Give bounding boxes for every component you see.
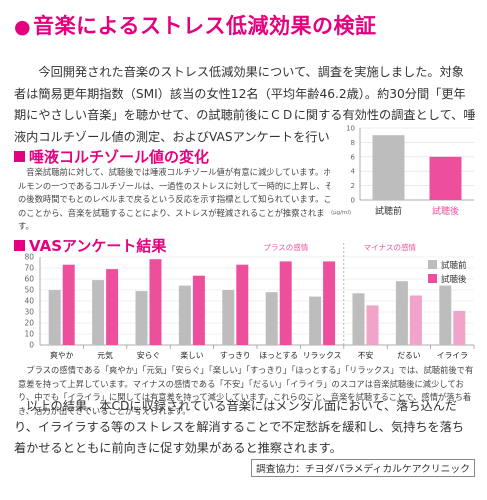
title-bullet: ● xyxy=(14,16,32,38)
vas-x-label: 爽やか xyxy=(50,351,74,360)
vas-y-tick-label: 20 xyxy=(24,319,34,328)
cortisol-unit-label: (μg/ml) xyxy=(331,210,351,216)
cortisol-y-tick-label: 6 xyxy=(351,153,356,161)
vas-bar-before xyxy=(309,296,322,345)
vas-y-tick-label: 70 xyxy=(24,264,34,273)
vas-bar-before xyxy=(92,280,105,345)
cortisol-y-tick-label: 4 xyxy=(351,168,356,176)
vas-chart: 0 10 20 30 40 50 60 70 80 爽やか 元気 安らぐ 楽しい すっきり ほっとする リラッ… xyxy=(24,242,475,360)
credit-box: 調査協力：チヨダパラメディカルケアクリニック xyxy=(250,459,475,477)
vas-x-label: だるい xyxy=(397,351,421,360)
vas-bar-before xyxy=(178,285,191,345)
page-title: ●音楽によるストレス低減効果の検証 xyxy=(14,10,376,40)
vas-bar-after xyxy=(149,259,162,345)
cortisol-bar-before xyxy=(372,135,405,200)
vas-x-label: すっきり xyxy=(220,351,251,360)
vas-x-label: 楽しい xyxy=(180,350,204,360)
vas-x-label: 不安 xyxy=(358,350,374,360)
vas-bar-after xyxy=(236,264,249,345)
vas-y-tick-label: 40 xyxy=(24,297,34,306)
vas-bar-before xyxy=(135,291,148,345)
vas-y-tick-label: 30 xyxy=(24,308,34,317)
vas-bar-before xyxy=(48,290,61,345)
vas-bar-after xyxy=(323,261,336,345)
vas-x-label: 元気 xyxy=(97,350,113,360)
vas-x-label: ほっとする xyxy=(259,351,298,360)
vas-bar-after xyxy=(366,305,379,345)
section-square-icon xyxy=(14,240,25,251)
section-square-icon xyxy=(14,151,25,162)
vas-x-label: リラックス xyxy=(303,351,342,360)
cortisol-x-label: 試聴前 xyxy=(375,205,402,217)
title-text: 音楽によるストレス低減効果の検証 xyxy=(33,14,377,38)
conclusion-paragraph: 以上の結果、本CDに収録されている音楽にはメンタル面において、落ち込んだり、イラ… xyxy=(14,399,465,455)
positive-group-label: プラスの感情 xyxy=(263,242,308,252)
cortisol-y-tick-label: 2 xyxy=(351,182,355,190)
cortisol-description: 音楽試聴前に対して、試聴後では唾液コルチゾール値が有意に減少しています。ホルモン… xyxy=(18,167,333,231)
vas-bar-after xyxy=(106,269,119,345)
vas-y-tick-label: 10 xyxy=(24,330,34,339)
section-cortisol-title: 唾液コルチゾール値の変化 xyxy=(14,146,209,167)
vas-bar-after xyxy=(453,310,466,345)
legend-swatch-before xyxy=(428,260,437,269)
vas-y-tick-label: 80 xyxy=(24,253,34,262)
cortisol-bar-after xyxy=(429,156,462,200)
vas-bar-before xyxy=(439,285,452,345)
vas-x-label: 安らぐ xyxy=(137,350,160,360)
section-vas-title: VASアンケート結果 xyxy=(14,235,166,256)
vas-y-tick-label: 50 xyxy=(24,286,34,295)
legend-label-before: 試聴前 xyxy=(441,260,467,271)
legend-swatch-after xyxy=(428,274,437,283)
cortisol-y-tick-label: 0 xyxy=(351,197,355,205)
vas-bar-before xyxy=(395,281,408,345)
cortisol-chart: 0 2 4 6 8 10 試聴前 試聴後 (μg/ml) xyxy=(330,120,480,220)
vas-y-tick-label: 0 xyxy=(29,341,34,350)
vas-x-label: イライラ xyxy=(437,351,468,360)
vas-bar-after xyxy=(279,261,292,345)
cortisol-y-tick-label: 10 xyxy=(346,125,355,133)
cortisol-y-tick-label: 8 xyxy=(351,139,355,147)
vas-bar-before xyxy=(222,290,235,345)
vas-bar-after xyxy=(409,295,422,345)
vas-bar-after xyxy=(62,264,75,345)
vas-bar-before xyxy=(265,292,278,345)
vas-description: プラスの感情である「爽やか」「元気」「安らぐ」「楽しい」「すっきり」「ほっとする… xyxy=(18,365,474,416)
negative-group-label: マイナスの感情 xyxy=(364,242,417,252)
vas-bar-before xyxy=(352,293,365,345)
cortisol-x-label: 試聴後 xyxy=(432,205,459,217)
vas-y-tick-label: 60 xyxy=(24,275,34,284)
legend-label-after: 試聴後 xyxy=(441,274,467,285)
intro-paragraph: 今回開発された音楽のストレス低減効果について、調査を実施しました。対象者は簡易更… xyxy=(14,65,476,144)
vas-bar-after xyxy=(192,275,205,345)
